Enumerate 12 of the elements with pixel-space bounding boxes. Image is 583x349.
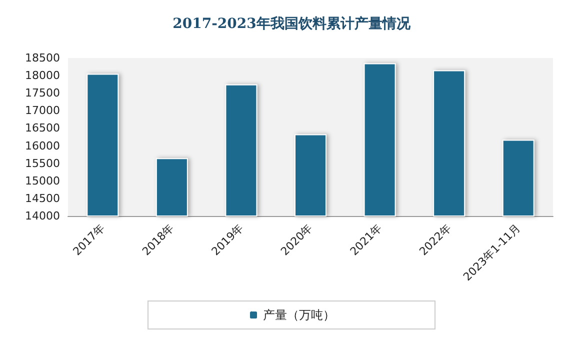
y-tick-label: 14000 [25,210,60,222]
legend-label: 产量（万吨） [263,308,335,322]
y-tick-label: 15000 [25,174,60,188]
y-tick-label: 18500 [25,52,60,64]
y-tick-label: 18000 [25,69,60,82]
y-tick-label: 17500 [25,86,60,100]
y-tick-label: 15500 [25,156,60,170]
chart-title: 2017-2023年我国饮料累计产量情况 [172,15,412,32]
y-tick-label: 16500 [25,122,60,135]
y-tick-label: 16000 [25,139,60,152]
y-tick-label: 14500 [25,192,60,205]
y-tick-label: 17000 [25,104,60,118]
